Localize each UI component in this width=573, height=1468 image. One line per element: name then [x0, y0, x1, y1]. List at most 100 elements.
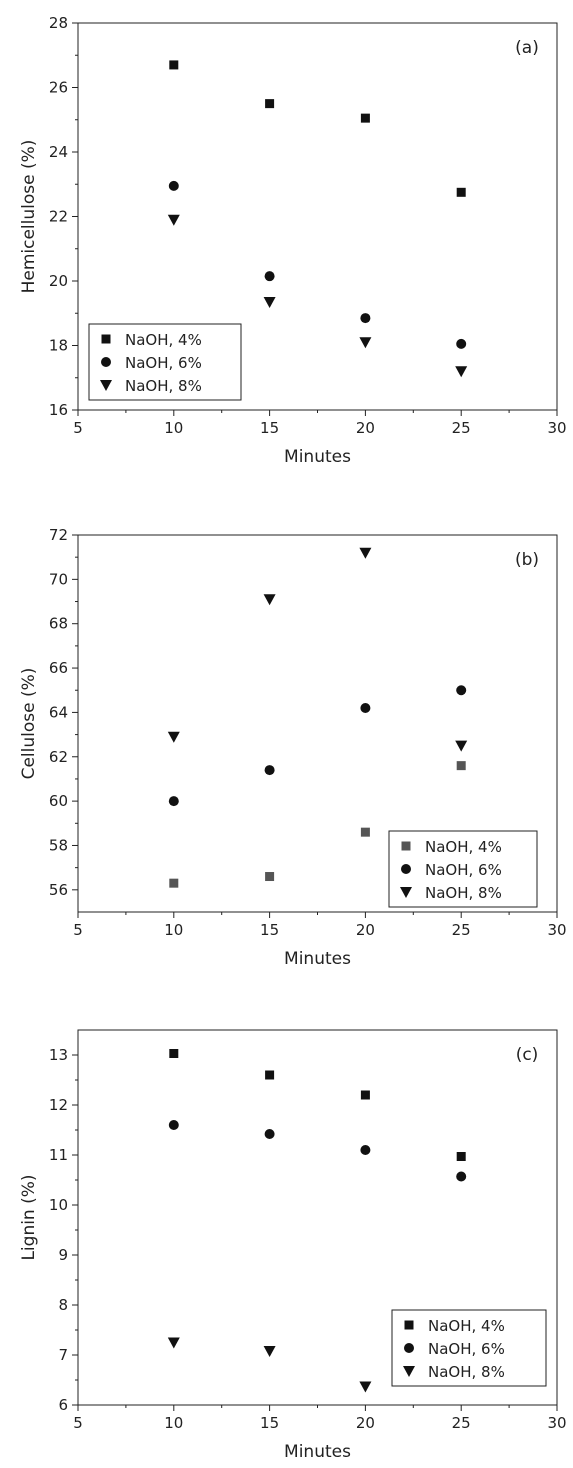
y-tick-label: 70 — [49, 570, 68, 588]
legend-marker-circle — [401, 864, 411, 874]
y-tick-label: 6 — [58, 1396, 68, 1414]
data-point-circle — [264, 271, 275, 282]
y-tick-label: 10 — [49, 1196, 68, 1214]
data-point-triangle-down — [167, 731, 180, 743]
legend-box — [88, 323, 242, 401]
y-tick-label: 7 — [58, 1346, 68, 1364]
x-tick-label: 10 — [164, 1414, 183, 1432]
data-point-triangle-down — [455, 366, 468, 378]
data-point-square — [456, 1152, 466, 1161]
data-point-triangle-down — [167, 1337, 180, 1349]
data-point-circle — [456, 685, 467, 696]
x-tick-label: 10 — [164, 419, 183, 437]
y-tick-label: 24 — [49, 143, 68, 161]
legend-label: NaOH, 8% — [428, 1363, 505, 1381]
y-tick-label: 18 — [49, 337, 68, 355]
legend-label: NaOH, 4% — [125, 331, 202, 349]
data-point-circle — [168, 796, 179, 807]
legend-marker-square — [101, 334, 111, 344]
data-point-square — [456, 761, 466, 771]
y-tick-label: 12 — [49, 1096, 68, 1114]
data-point-square — [169, 878, 179, 888]
data-point-circle — [264, 765, 275, 776]
x-tick-label: 20 — [356, 1414, 375, 1432]
legend-label: NaOH, 4% — [425, 838, 502, 856]
legend-label: NaOH, 8% — [425, 884, 502, 902]
panel-label: (a) — [515, 38, 539, 58]
legend-marker-triangle-down — [403, 1366, 415, 1377]
data-point-square — [169, 60, 179, 70]
data-point-square — [169, 1049, 179, 1058]
panel-label: (b) — [515, 550, 539, 570]
data-point-triangle-down — [263, 296, 276, 308]
legend: NaOH, 4% NaOH, 6% NaOH, 8% — [388, 830, 538, 908]
panel-label: (c) — [516, 1045, 539, 1065]
x-tick-label: 15 — [260, 921, 279, 939]
y-tick-label: 20 — [49, 272, 68, 290]
x-tick-label: 20 — [356, 419, 375, 437]
legend-marker-square — [404, 1320, 414, 1330]
x-tick-label: 30 — [547, 419, 566, 437]
data-point-circle — [264, 1129, 275, 1139]
data-point-square — [456, 187, 466, 197]
x-tick-label: 5 — [73, 419, 83, 437]
x-tick-label: 25 — [452, 419, 471, 437]
y-tick-label: 66 — [49, 659, 68, 677]
legend-label: NaOH, 4% — [428, 1317, 505, 1335]
y-tick-label: 62 — [49, 748, 68, 766]
legend-marker-circle — [101, 357, 111, 367]
legend-label: NaOH, 8% — [125, 377, 202, 395]
legend-marker-square — [401, 841, 411, 851]
x-tick-label: 20 — [356, 921, 375, 939]
y-tick-label: 72 — [49, 526, 68, 544]
y-tick-label: 16 — [49, 401, 68, 419]
data-point-triangle-down — [263, 594, 276, 606]
x-axis-title: Minutes — [284, 1442, 351, 1462]
data-point-triangle-down — [263, 1346, 276, 1357]
data-point-square — [265, 872, 275, 882]
data-point-triangle-down — [455, 740, 468, 752]
x-tick-label: 5 — [73, 921, 83, 939]
legend-marker-circle — [404, 1343, 414, 1353]
y-tick-label: 56 — [49, 881, 68, 899]
legend-label: NaOH, 6% — [425, 861, 502, 879]
legend-box — [391, 1309, 547, 1387]
x-tick-label: 15 — [260, 419, 279, 437]
data-point-circle — [168, 1120, 179, 1130]
y-tick-label: 11 — [49, 1146, 68, 1164]
data-point-circle — [456, 1171, 467, 1182]
legend: NaOH, 4% NaOH, 6% NaOH, 8% — [88, 323, 242, 401]
y-tick-label: 26 — [49, 79, 68, 97]
y-tick-label: 9 — [58, 1246, 68, 1264]
y-tick-label: 28 — [49, 14, 68, 32]
y-tick-label: 22 — [49, 208, 68, 226]
x-tick-label: 30 — [547, 1414, 566, 1432]
legend: NaOH, 4% NaOH, 6% NaOH, 8% — [391, 1309, 547, 1387]
legend-label: NaOH, 6% — [125, 354, 202, 372]
y-axis-title: Hemicellulose (%) — [19, 140, 39, 294]
data-point-circle — [168, 180, 179, 191]
x-tick-label: 25 — [452, 921, 471, 939]
data-point-square — [360, 827, 370, 837]
x-tick-label: 30 — [547, 921, 566, 939]
chart-panel-3: 5 10 15 20 25 30 6 7 8 9 10 11 12 13 Minutes Lignin (%)… — [19, 1029, 567, 1462]
data-point-square — [360, 1090, 370, 1100]
legend-marker-triangle-down — [400, 887, 412, 898]
legend-box — [388, 830, 538, 908]
data-point-triangle-down — [359, 1381, 372, 1393]
data-point-square — [360, 113, 370, 123]
data-point-circle — [456, 338, 467, 349]
data-point-circle — [360, 1145, 371, 1155]
data-point-square — [265, 99, 275, 109]
legend-label: NaOH, 6% — [428, 1340, 505, 1358]
legend-marker-triangle-down — [100, 380, 112, 391]
x-tick-label: 25 — [452, 1414, 471, 1432]
x-tick-label: 15 — [260, 1414, 279, 1432]
y-axis-title: Lignin (%) — [19, 1174, 39, 1260]
y-tick-label: 68 — [49, 615, 68, 633]
y-tick-label: 8 — [58, 1296, 68, 1314]
y-axis-title: Cellulose (%) — [19, 668, 39, 780]
x-tick-label: 10 — [164, 921, 183, 939]
data-point-triangle-down — [359, 337, 372, 349]
